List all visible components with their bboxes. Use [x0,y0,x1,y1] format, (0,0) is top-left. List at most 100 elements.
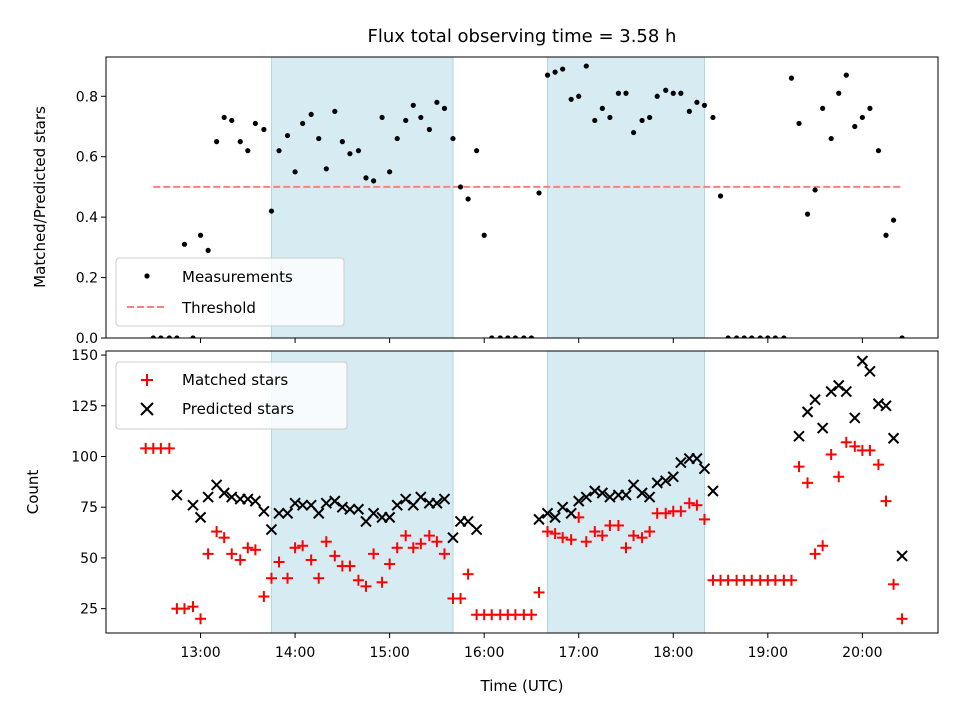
measurement-point [694,99,700,105]
predicted-star-point [344,503,356,515]
bottom-shaded-interval-2 [547,350,705,634]
measurement-point [229,117,235,124]
measurement-point [552,69,558,75]
bottom-x-ticks: 13:00 14:00 15:00 16:00 17:00 18:00 19:00 20:00 [180,633,883,661]
matched-star-point [320,536,332,548]
measurement-point [394,135,400,142]
matched-star-point [825,448,837,460]
measurement-point [899,335,905,338]
x-tick-label: 19:00 [748,645,788,661]
matched-star-point [360,580,372,592]
matched-star-point [580,536,592,548]
predicted-star-point [698,462,711,475]
matched-star-point [384,558,396,570]
measurement-point [292,169,298,175]
measurement-point [441,105,448,111]
matched-star-point [234,554,246,566]
predicted-star-point [660,475,672,487]
measurement-point [528,335,535,338]
predicted-star-point [265,523,278,536]
predicted-star-point [226,491,238,503]
bottom-y-tick-label: 75 [80,500,98,516]
measurement-point [741,335,747,338]
predicted-star-point [533,513,545,526]
measurement-point [205,247,211,253]
x-tick-label: 16:00 [464,645,504,661]
predicted-star-point [691,452,703,465]
measurement-point [332,108,338,114]
predicted-star-point [187,499,199,511]
measurement-point [410,102,416,108]
measurement-point [418,114,424,121]
measurement-point [647,114,653,121]
matched-star-point [880,495,892,507]
predicted-star-point [833,379,845,392]
matched-star-point [282,572,294,584]
measurement-point [890,217,897,223]
predicted-star-point [541,507,554,520]
measurement-point [237,139,243,145]
predicted-star-point [565,507,577,520]
x-tick-label: 15:00 [369,645,409,661]
measurement-point [607,114,613,121]
predicted-star-point [825,385,837,398]
measurement-point [308,111,314,118]
matched-star-point [802,477,814,489]
bottom-y-tick-label: 50 [80,551,98,567]
matched-star-point [423,530,435,542]
measurement-point [434,99,440,105]
bottom-y-tick-label: 125 [71,399,98,415]
measurement-point [654,93,660,99]
x-tick-label: 17:00 [559,645,599,661]
measurement-point [867,105,873,111]
bottom-y-axis-label: Count [24,470,42,515]
measurement-point [560,66,566,72]
measurement-point [489,335,495,338]
chart-title: Flux total observing time = 3.58 h [368,26,677,47]
measurement-point [796,120,802,127]
matched-star-point [589,526,601,538]
measurement-point [852,123,858,130]
predicted-star-point [675,456,687,469]
x-tick-label: 20:00 [842,645,882,661]
matched-star-point [407,542,419,554]
measurement-point [181,241,188,247]
measurement-point [166,335,172,338]
matched-star-point [226,548,238,560]
matched-star-points [140,436,908,625]
predicted-star-point [367,507,380,520]
matched-star-point [525,609,537,621]
predicted-star-point [801,406,814,418]
measurement-point [261,126,267,133]
predicted-star-point [864,365,876,377]
measurement-point [875,148,882,154]
bottom-y-ticks: 25 50 75 100 125 150 [71,348,106,618]
predicted-star-points [171,355,908,562]
measurement-point [316,135,322,142]
matched-star-point [620,542,632,554]
predicted-star-point [415,491,427,503]
bottom-panel: 25 50 75 100 125 150 13:00 14:00 15:00 16:00 17:0… [24,348,939,695]
measurement-point [521,335,527,338]
matched-star-point [565,534,577,546]
matched-star-point [273,556,285,568]
matched-star-point [187,601,199,613]
top-legend: Measurements Threshold [115,257,345,327]
matched-star-point [896,613,908,625]
top-x-ticks [200,338,863,343]
measurement-point [339,139,345,145]
matched-star-point [202,548,214,560]
predicted-star-point [258,505,270,517]
measurement-point [347,151,353,157]
measurement-point [387,169,393,175]
matched-star-point [542,526,554,538]
predicted-star-point [880,400,892,412]
predicted-star-point [391,499,403,511]
matched-star-point [817,540,829,552]
top-y-tick-label: 0.4 [76,210,98,226]
measurement-point [576,93,582,99]
predicted-star-point [849,412,861,424]
predicted-star-point [636,487,648,499]
